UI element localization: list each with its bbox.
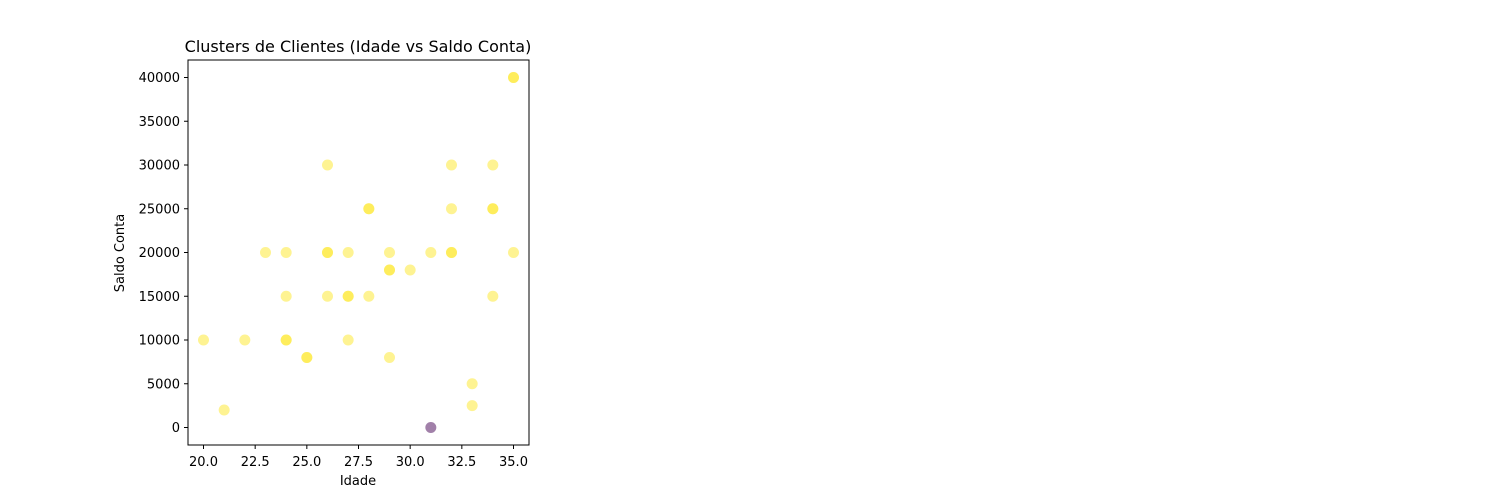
data-point-cluster-1 <box>322 290 333 302</box>
x-axis-label: Idade <box>340 474 376 489</box>
x-axis-ticks: 20.0 22.5 25.0 27.5 30.0 32.5 35.0 <box>189 445 528 470</box>
data-point-cluster-1 <box>487 290 499 302</box>
y-axis-ticks: 0 5000 10000 15000 20000 25000 30000 35000 40000 <box>139 71 188 436</box>
data-point-cluster-1 <box>466 400 478 412</box>
data-point-cluster-1 <box>487 159 499 171</box>
data-point-cluster-1 <box>425 247 437 258</box>
y-tick-label: 10000 <box>139 334 180 349</box>
data-point-cluster-1 <box>446 247 457 258</box>
data-point-cluster-1 <box>260 247 271 258</box>
data-points <box>198 72 519 433</box>
chart-title: Clusters de Clientes (Idade vs Saldo Con… <box>185 37 532 56</box>
data-point-cluster-1 <box>446 159 457 171</box>
x-tick-label: 22.5 <box>241 455 270 470</box>
data-point-cluster-1 <box>301 352 313 363</box>
data-point-cluster-1 <box>280 247 292 258</box>
data-point-cluster-1 <box>384 247 395 258</box>
y-tick-label: 0 <box>172 421 180 436</box>
y-tick-label: 25000 <box>139 202 180 217</box>
data-point-cluster-1 <box>280 334 292 346</box>
data-point-cluster-1 <box>466 378 478 390</box>
y-tick-label: 5000 <box>147 377 180 392</box>
y-tick-label: 20000 <box>139 246 180 261</box>
data-point-cluster-1 <box>404 264 416 276</box>
data-point-cluster-0 <box>425 422 437 433</box>
data-point-cluster-1 <box>342 247 354 258</box>
data-point-cluster-1 <box>322 247 333 258</box>
y-tick-label: 35000 <box>139 115 180 130</box>
data-point-cluster-1 <box>322 159 333 171</box>
x-tick-label: 32.5 <box>447 455 476 470</box>
y-tick-label: 30000 <box>139 159 180 174</box>
x-tick-label: 35.0 <box>499 455 528 470</box>
data-point-cluster-1 <box>239 334 251 346</box>
data-point-cluster-1 <box>508 247 519 258</box>
data-point-cluster-1 <box>446 203 457 215</box>
data-point-cluster-1 <box>363 203 375 215</box>
x-tick-label: 27.5 <box>344 455 373 470</box>
x-tick-label: 30.0 <box>396 455 425 470</box>
data-point-cluster-1 <box>508 72 519 83</box>
data-point-cluster-1 <box>342 290 354 302</box>
data-point-cluster-1 <box>198 334 209 346</box>
data-point-cluster-1 <box>342 334 354 346</box>
data-point-cluster-1 <box>384 264 395 276</box>
y-tick-label: 40000 <box>139 71 180 86</box>
data-point-cluster-1 <box>384 352 395 363</box>
y-tick-label: 15000 <box>139 290 180 305</box>
data-point-cluster-1 <box>280 290 292 302</box>
data-point-cluster-1 <box>363 290 375 302</box>
x-tick-label: 25.0 <box>292 455 321 470</box>
x-tick-label: 20.0 <box>189 455 218 470</box>
data-point-cluster-1 <box>487 203 499 215</box>
data-point-cluster-1 <box>218 404 230 416</box>
y-axis-label: Saldo Conta <box>113 214 128 293</box>
